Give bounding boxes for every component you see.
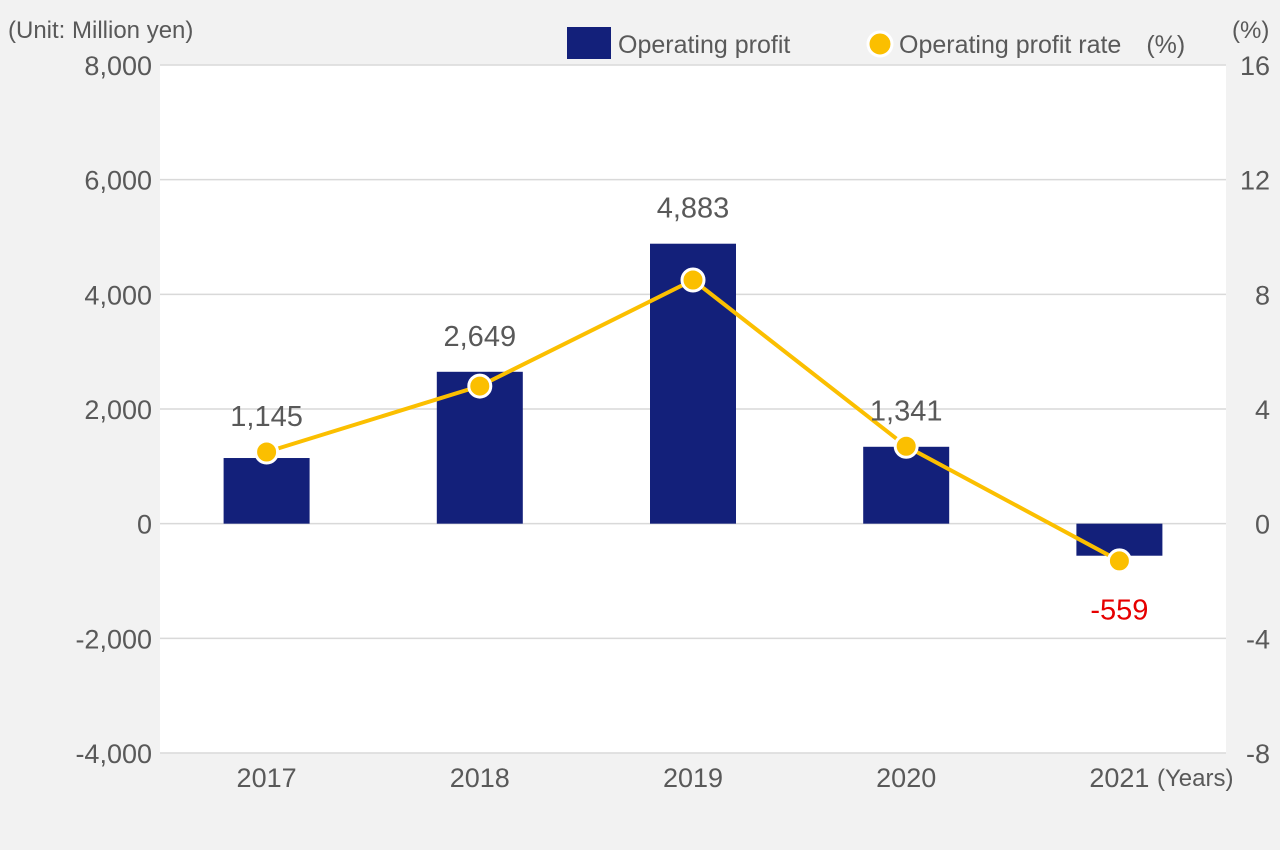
x-tick-label: 2020 [876, 763, 936, 793]
left-tick-label: 6,000 [84, 166, 152, 196]
legend-line-marker [866, 30, 894, 58]
bar-series [223, 243, 1163, 556]
x-suffix-label: (Years) [1157, 765, 1233, 792]
left-tick-label: 0 [137, 510, 152, 540]
x-tick-label: 2021 [1089, 763, 1149, 793]
right-unit-label: (%) [1232, 17, 1269, 44]
data-labels: 1,145 2,649 4,883 1,341 -559 [230, 193, 1148, 627]
left-tick-label: 8,000 [84, 51, 152, 81]
axes: (Unit: Million yen) (%) (Years) 8,000 6,0… [8, 17, 1270, 793]
x-tick-label: 2017 [237, 763, 297, 793]
right-tick-label: -8 [1246, 739, 1270, 769]
legend-bar-label: Operating profit [618, 31, 790, 59]
line-point [1106, 548, 1132, 574]
left-tick-label: -4,000 [75, 739, 152, 769]
right-tick-label: -4 [1246, 624, 1270, 654]
bar-value-label: -559 [1090, 595, 1148, 627]
right-tick-label: 8 [1255, 280, 1270, 310]
bar-value-label: 1,341 [870, 395, 943, 427]
right-tick-label: 0 [1255, 510, 1270, 540]
bar-value-label: 4,883 [657, 193, 730, 225]
left-tick-label: -2,000 [75, 624, 152, 654]
line-point [680, 267, 706, 293]
right-tick-label: 16 [1240, 51, 1270, 81]
left-tick-label: 2,000 [84, 395, 152, 425]
bar-value-label: 2,649 [444, 321, 517, 353]
x-tick-label: 2019 [663, 763, 723, 793]
legend: Operating profit Operating profit rate (… [567, 27, 1185, 59]
line-point [893, 433, 919, 459]
left-tick-label: 4,000 [84, 280, 152, 310]
bar-value-label: 1,145 [230, 401, 303, 433]
legend-line-label: Operating profit rate (%) [899, 31, 1185, 59]
bar [223, 458, 310, 524]
line-series [254, 267, 1132, 574]
left-unit-label: (Unit: Million yen) [8, 17, 193, 44]
right-tick-label: 4 [1255, 395, 1270, 425]
legend-bar-swatch [567, 27, 611, 59]
line-point [254, 439, 280, 465]
x-tick-label: 2018 [450, 763, 510, 793]
right-tick-label: 12 [1240, 166, 1270, 196]
line-point [467, 373, 493, 399]
